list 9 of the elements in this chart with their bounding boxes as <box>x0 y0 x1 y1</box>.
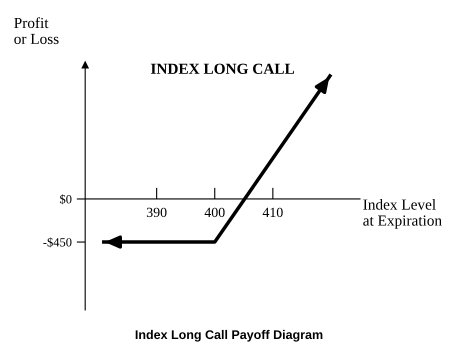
chart-title: INDEX LONG CALL <box>150 64 294 74</box>
x-tick-label: 400 <box>204 208 225 218</box>
y-axis-title: Profit or Loss <box>14 17 59 44</box>
x-axis-title: Index Level at Expiration <box>363 198 442 229</box>
y-tick-label: -$450 <box>43 237 72 248</box>
x-tick-label: 410 <box>262 208 283 218</box>
text: Index Long Call Payoff Diagram <box>136 330 322 342</box>
x-tick-label: 390 <box>146 208 167 218</box>
y-tick-label: $0 <box>60 194 72 204</box>
